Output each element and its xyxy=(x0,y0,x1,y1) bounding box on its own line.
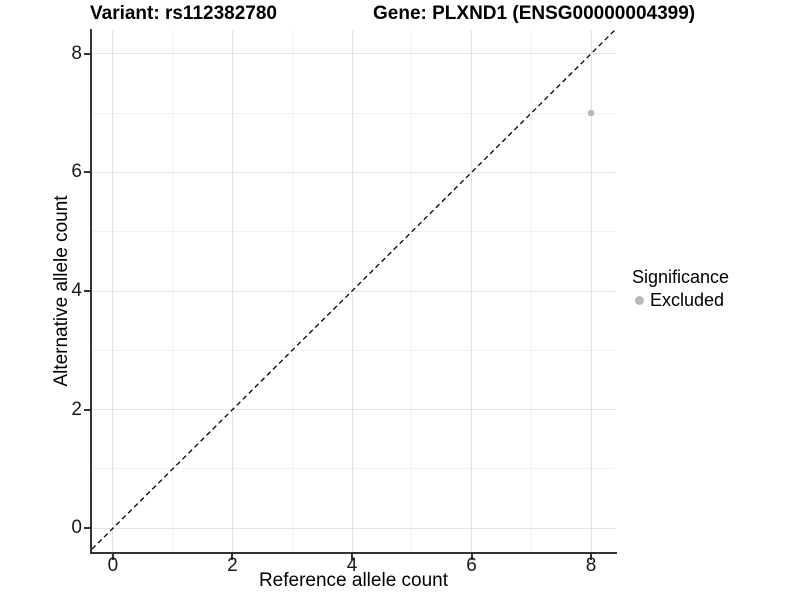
data-point xyxy=(587,109,595,117)
y-axis-line xyxy=(90,29,92,554)
y-major-gridline xyxy=(92,527,615,529)
plot-title-gene: Gene: PLXND1 (ENSG00000004399) xyxy=(373,3,696,24)
x-tick-label: 4 xyxy=(346,555,358,576)
legend-point-icon xyxy=(635,295,644,305)
legend-entry-excluded: Excluded xyxy=(632,289,729,311)
x-tick-mark xyxy=(470,554,473,560)
y-minor-gridline xyxy=(92,468,615,470)
x-tick-label: 2 xyxy=(227,555,238,576)
x-tick-label: 0 xyxy=(107,555,119,576)
panel-canvas xyxy=(92,30,615,550)
y-major-gridline xyxy=(92,53,615,55)
x-tick-mark xyxy=(351,554,353,560)
y-tick-label: 4 xyxy=(71,280,82,301)
y-tick-label: 8 xyxy=(71,42,82,64)
y-tick-mark xyxy=(84,527,90,530)
x-axis-title: Reference allele count xyxy=(258,570,449,591)
y-tick-mark xyxy=(84,52,90,55)
legend-entry-label: Excluded xyxy=(650,290,725,310)
legend-title: Significance xyxy=(632,267,730,287)
y-tick-label: 6 xyxy=(71,161,82,183)
y-tick-label: 2 xyxy=(71,398,82,420)
y-tick-mark xyxy=(84,290,90,292)
legend: Significance Excluded xyxy=(632,266,729,311)
y-tick-mark xyxy=(84,171,90,174)
y-minor-gridline xyxy=(92,231,615,233)
y-major-gridline xyxy=(92,171,615,173)
x-tick-mark xyxy=(111,554,114,560)
plot-title-variant: Variant: rs112382780 xyxy=(90,3,277,24)
x-tick-mark xyxy=(231,554,234,560)
y-tick-label: 0 xyxy=(71,517,82,539)
y-tick-mark xyxy=(84,408,90,411)
plot-panel xyxy=(92,30,615,552)
y-minor-gridline xyxy=(92,112,615,114)
y-major-gridline xyxy=(92,409,615,411)
x-tick-mark xyxy=(590,554,593,560)
x-tick-label: 6 xyxy=(466,555,477,576)
identity-dashed-line xyxy=(92,30,615,550)
x-tick-label: 8 xyxy=(585,555,597,576)
x-axis-line xyxy=(90,552,617,554)
y-minor-gridline xyxy=(92,349,615,351)
y-major-gridline xyxy=(92,290,615,292)
